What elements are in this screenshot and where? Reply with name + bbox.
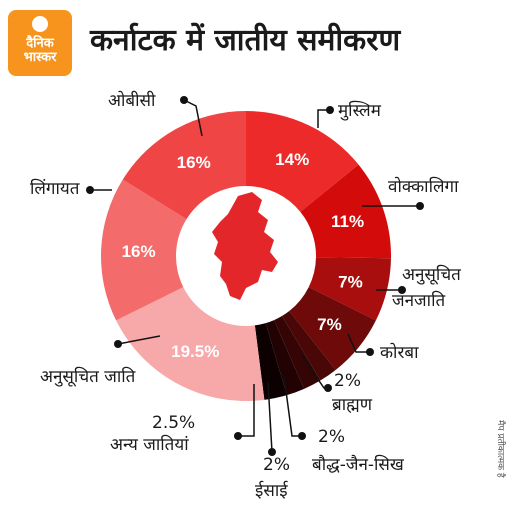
callout-dot-9	[86, 186, 94, 194]
slice-value-label-10: 16%	[177, 153, 211, 172]
page-title: कर्नाटक में जातीय समीकरण	[90, 23, 401, 58]
callout-dot-2	[398, 286, 406, 294]
callout-name-2-0: अनुसूचित	[402, 264, 461, 285]
slice-4	[281, 311, 336, 381]
slice-value-label-8: 19.5%	[171, 342, 219, 361]
slice-9	[101, 179, 187, 321]
callout-dot-8	[114, 340, 122, 348]
slice-5	[274, 316, 321, 389]
map-credit: मैप प्रतीकात्मक है	[495, 420, 510, 510]
callout-name-5-1: बौद्ध-जैन-सिख	[312, 454, 405, 475]
callout-value-5-0: 2%	[318, 427, 345, 447]
slice-value-label-3: 7%	[317, 315, 342, 334]
callout-name-4-1: ब्राह्मण	[332, 395, 373, 415]
callout-value-4-0: 2%	[334, 371, 361, 391]
callout-line-7	[238, 384, 255, 437]
callout-name-3-0: कोरबा	[380, 342, 419, 363]
callout-dot-3	[366, 348, 374, 356]
callout-line-10	[183, 99, 203, 137]
slice-8	[116, 287, 265, 401]
karnataka-map-icon	[212, 192, 278, 300]
callout-name-2-1: जनजाति	[392, 290, 445, 311]
callout-name-7-1: अन्य जातियां	[110, 434, 189, 455]
callout-dot-7	[234, 432, 242, 440]
callout-value-7-0: 2.5%	[152, 413, 195, 433]
slice-2	[308, 257, 391, 321]
callout-name-10-0: ओबीसी	[108, 90, 156, 111]
callout-line-8	[117, 335, 161, 345]
logo-line2: भास्कर	[23, 50, 57, 65]
callout-line-6	[267, 381, 273, 453]
callout-name-1-0: वोक्कालिगा	[388, 176, 459, 197]
sun-icon	[32, 16, 48, 32]
callout-value-6-0: 2%	[263, 455, 290, 475]
dainik-bhaskar-logo: दैनिक भास्कर	[8, 10, 72, 76]
callout-dot-4	[324, 384, 332, 392]
callout-line-3	[347, 333, 370, 353]
slice-7	[254, 323, 287, 400]
callout-name-9-0: लिंगायत	[30, 178, 80, 199]
slice-6	[265, 320, 305, 396]
callout-dot-1	[416, 202, 424, 210]
slice-1	[300, 164, 391, 259]
callout-name-0-0: मुस्लिम	[338, 100, 382, 121]
callout-dot-5	[298, 432, 306, 440]
slice-value-label-1: 11%	[331, 212, 364, 231]
slice-10	[122, 111, 246, 220]
callout-name-8-0: अनुसूचित जाति	[40, 366, 136, 387]
callout-dot-10	[180, 96, 188, 104]
slice-value-label-0: 14%	[275, 150, 309, 169]
slice-value-label-9: 16%	[122, 242, 156, 261]
callout-dot-0	[326, 106, 334, 114]
slice-value-label-2: 7%	[338, 272, 363, 291]
logo-line1: दैनिक	[26, 36, 54, 51]
callout-dot-6	[268, 448, 276, 456]
slice-0	[246, 111, 359, 212]
callout-name-6-1: ईसाई	[255, 480, 289, 501]
credit-text: मैप प्रतीकात्मक है	[495, 420, 505, 478]
